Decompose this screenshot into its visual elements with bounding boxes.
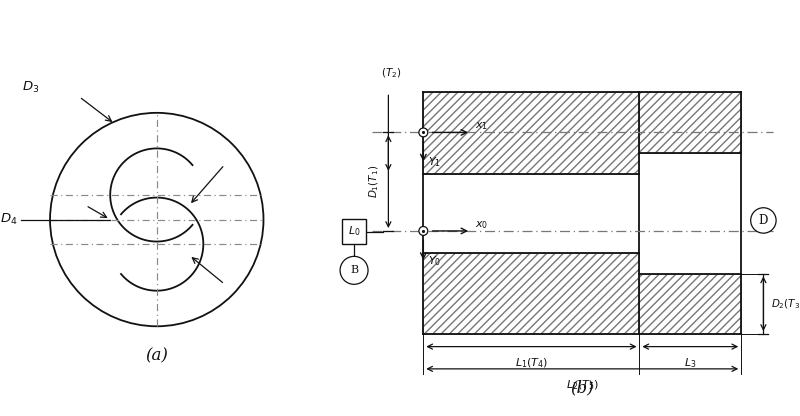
- Polygon shape: [423, 253, 639, 334]
- Text: $D_1(T_1)$: $D_1(T_1)$: [367, 165, 381, 198]
- Circle shape: [750, 208, 776, 233]
- Text: B: B: [350, 265, 358, 275]
- Text: $D_4$: $D_4$: [0, 212, 18, 227]
- Text: (b): (b): [570, 379, 594, 396]
- Text: $(T_2)$: $(T_2)$: [382, 66, 402, 79]
- Text: $x_1$: $x_1$: [475, 121, 489, 132]
- Circle shape: [419, 128, 428, 137]
- Text: $L_2(T_5)$: $L_2(T_5)$: [566, 379, 599, 392]
- Polygon shape: [639, 92, 741, 153]
- Circle shape: [340, 256, 368, 284]
- Text: D: D: [758, 214, 768, 227]
- Polygon shape: [639, 274, 741, 334]
- Text: $L_1(T_4)$: $L_1(T_4)$: [514, 356, 548, 370]
- Text: $L_3$: $L_3$: [684, 356, 697, 370]
- Circle shape: [419, 226, 428, 235]
- Text: $Y_0$: $Y_0$: [428, 254, 441, 268]
- Text: $L_0$: $L_0$: [348, 225, 360, 238]
- Text: (a): (a): [146, 347, 168, 364]
- Text: $D_2(T_3)$: $D_2(T_3)$: [771, 297, 800, 310]
- Polygon shape: [423, 92, 639, 174]
- Text: $Y_1$: $Y_1$: [428, 156, 441, 169]
- Text: $x_0$: $x_0$: [475, 219, 489, 231]
- FancyBboxPatch shape: [342, 220, 366, 244]
- Text: $D_3$: $D_3$: [22, 79, 39, 94]
